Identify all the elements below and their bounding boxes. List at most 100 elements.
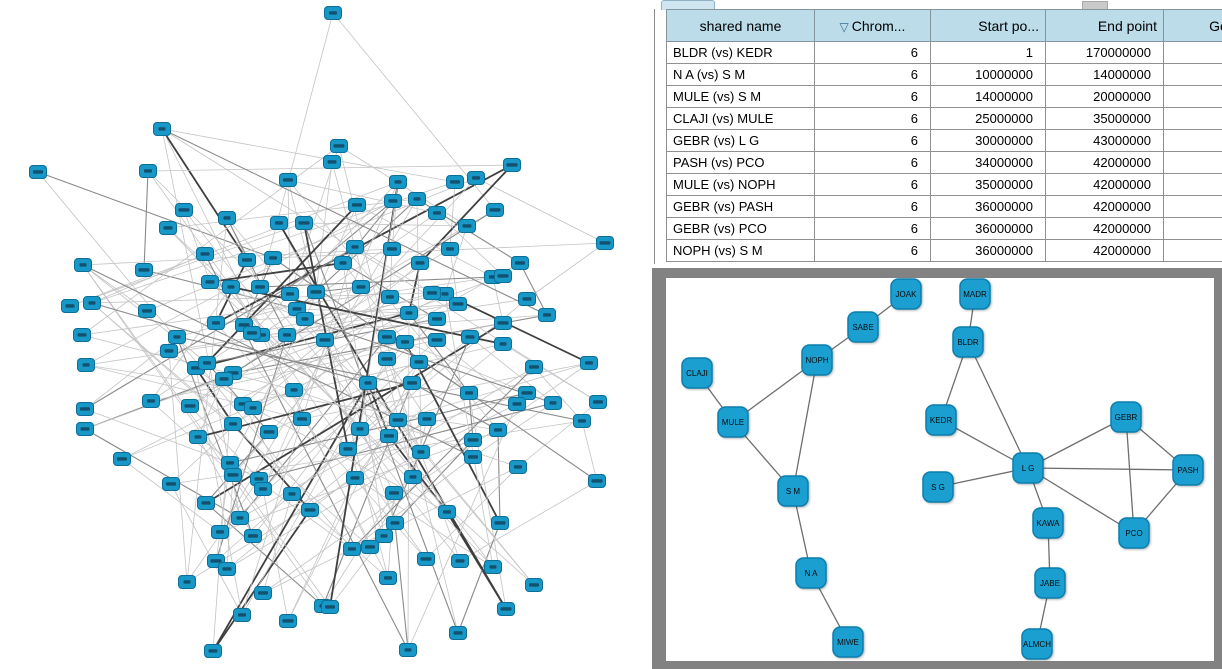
network-edge[interactable] [251, 293, 446, 334]
network-edge[interactable] [444, 225, 468, 295]
network-edge[interactable] [354, 477, 494, 568]
network-edge[interactable] [251, 181, 399, 334]
table-cell[interactable]: 6 [814, 41, 931, 64]
table-cell[interactable]: 192.0 [1163, 41, 1222, 64]
subnetwork-node-kawa[interactable]: KAWA [1032, 507, 1064, 539]
network-edge[interactable] [394, 522, 409, 651]
network-edge[interactable] [252, 407, 448, 513]
table-row[interactable]: CLAJI (vs) MULE625000000350000005.9 [666, 107, 1222, 130]
table-cell[interactable]: 5.9 [1163, 107, 1222, 130]
network-edge[interactable] [219, 439, 474, 533]
column-header-genetic-[interactable]: Genetic... [1163, 9, 1222, 42]
network-edge[interactable] [526, 242, 606, 300]
table-cell[interactable]: 1 [930, 41, 1046, 64]
table-cell[interactable]: 6 [814, 107, 931, 130]
table-cell[interactable]: 7.5 [1163, 85, 1222, 108]
network-edge[interactable] [272, 242, 606, 259]
network-edge[interactable] [161, 128, 599, 403]
network-edge[interactable] [170, 483, 243, 616]
subnetwork-edge-GEBR-PCO[interactable] [1125, 416, 1135, 534]
subnetwork-node-gebr[interactable]: GEBR [1110, 401, 1142, 433]
network-edge[interactable] [229, 318, 306, 464]
network-edge[interactable] [517, 401, 599, 468]
subnetwork-node-joak[interactable]: JOAK [890, 278, 922, 310]
network-edge[interactable] [351, 366, 535, 550]
subnetwork-edge-NOPH-S M[interactable] [792, 359, 818, 492]
network-edge[interactable] [259, 12, 334, 288]
main-network-panel[interactable] [0, 0, 652, 669]
table-cell[interactable]: 16.9 [1163, 129, 1222, 152]
network-edge[interactable] [226, 474, 234, 570]
network-edge[interactable] [206, 204, 358, 364]
subnetwork-node-n-a[interactable]: N A [795, 557, 827, 589]
subnetwork-node-pco[interactable]: PCO [1118, 517, 1150, 549]
network-edge[interactable] [315, 161, 333, 293]
network-edge[interactable] [91, 302, 369, 384]
table-row[interactable]: GEBR (vs) L G6300000004300000016.9 [666, 129, 1222, 152]
network-edge[interactable] [215, 334, 288, 562]
table-cell[interactable]: N A (vs) S M [666, 63, 815, 86]
network-edge[interactable] [420, 403, 518, 453]
subnetwork-node-mule[interactable]: MULE [717, 406, 749, 438]
subnetwork-node-madr[interactable]: MADR [959, 278, 991, 310]
network-edge[interactable] [459, 480, 598, 562]
table-cell[interactable]: NOPH (vs) S M [666, 239, 815, 262]
table-cell[interactable]: GEBR (vs) L G [666, 129, 815, 152]
network-edge[interactable] [226, 451, 422, 570]
table-cell[interactable]: 6 [814, 151, 931, 174]
subnetwork-edge-BLDR-L G[interactable] [967, 341, 1029, 469]
network-edge[interactable] [436, 212, 504, 277]
table-cell[interactable]: 42000000 [1045, 173, 1164, 196]
column-header-end-point[interactable]: End point [1045, 9, 1164, 42]
network-edge[interactable] [331, 161, 356, 248]
subnetwork-node-s-m[interactable]: S M [777, 475, 809, 507]
table-cell[interactable]: 6.6 [1163, 63, 1222, 86]
network-edge[interactable] [82, 264, 148, 312]
network-edge[interactable] [287, 361, 420, 622]
network-edge[interactable] [69, 222, 305, 307]
table-cell[interactable]: MULE (vs) S M [666, 85, 815, 108]
table-cell[interactable]: 35000000 [930, 173, 1046, 196]
network-edge[interactable] [219, 339, 438, 533]
network-edge[interactable] [212, 382, 369, 652]
table-cell[interactable]: 42000000 [1045, 195, 1164, 218]
table-cell[interactable]: 6 [814, 217, 931, 240]
network-edge[interactable] [397, 362, 590, 421]
network-edge[interactable] [304, 318, 554, 404]
table-cell[interactable]: 30000000 [930, 129, 1046, 152]
network-edge[interactable] [342, 262, 385, 537]
network-edge[interactable] [533, 366, 583, 422]
subnetwork-node-jabe[interactable]: JABE [1034, 567, 1066, 599]
network-edge[interactable] [226, 217, 535, 586]
network-edge[interactable] [519, 262, 548, 316]
network-edge[interactable] [469, 336, 554, 404]
table-row[interactable]: GEBR (vs) PCO636000000420000008.4 [666, 217, 1222, 240]
subnetwork-edge-L G-PCO[interactable] [1027, 467, 1135, 534]
table-cell[interactable]: PASH (vs) PCO [666, 151, 815, 174]
network-edge[interactable] [347, 448, 385, 537]
sort-filter-icon[interactable]: ▽ [839, 19, 849, 34]
network-edge[interactable] [197, 378, 225, 438]
network-edge[interactable] [260, 334, 389, 579]
table-cell[interactable]: 10.5 [1163, 173, 1222, 196]
network-edge[interactable] [262, 488, 289, 622]
table-cell[interactable]: 42000000 [1045, 151, 1164, 174]
table-cell[interactable]: 20000000 [1045, 85, 1164, 108]
table-cell[interactable]: GEBR (vs) PCO [666, 217, 815, 240]
network-edge[interactable] [472, 402, 554, 458]
table-cell[interactable]: 43000000 [1045, 129, 1164, 152]
network-edge[interactable] [195, 367, 234, 425]
network-edge[interactable] [252, 341, 406, 537]
table-cell[interactable]: 36000000 [930, 217, 1046, 240]
network-edge[interactable] [475, 177, 606, 244]
network-edge[interactable] [272, 257, 598, 482]
network-edge[interactable] [161, 128, 548, 316]
table-row[interactable]: MULE (vs) NOPH6350000004200000010.5 [666, 173, 1222, 196]
table-row[interactable]: PASH (vs) PCO6340000004200000011.4 [666, 151, 1222, 174]
network-edge[interactable] [84, 408, 231, 464]
subnetwork-node-l-g[interactable]: L G [1012, 452, 1044, 484]
network-edge[interactable] [351, 456, 474, 550]
network-edge[interactable] [183, 209, 211, 283]
network-edge[interactable] [242, 339, 326, 405]
subnetwork-canvas[interactable]: JOAK SABE NOPH CLAJI MULE S M N A MIWE MADR BLDR K… [666, 278, 1214, 661]
